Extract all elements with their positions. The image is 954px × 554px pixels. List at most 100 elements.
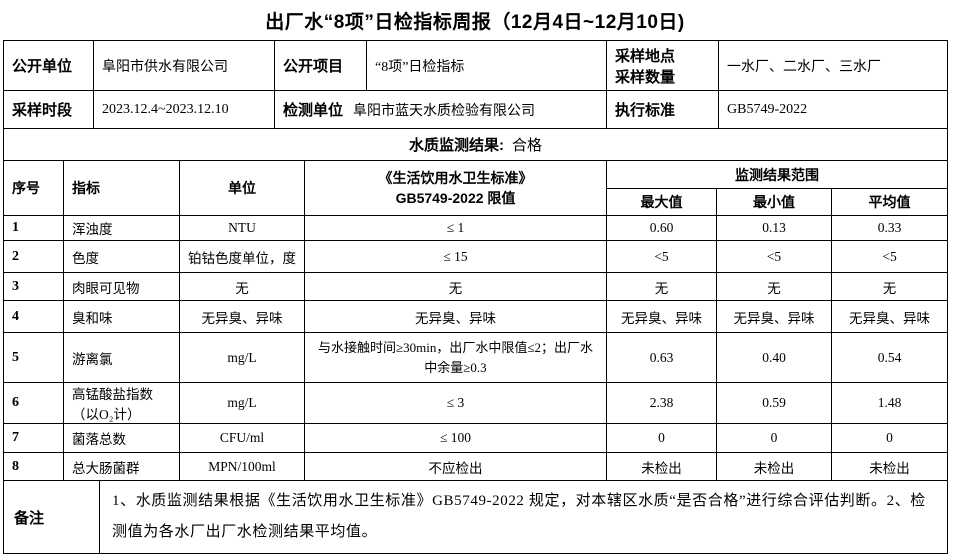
testing-unit-cell: 检测单位 阜阳市蓝天水质检验有限公司	[274, 90, 607, 129]
table-row: 8 总大肠菌群 MPN/100ml 不应检出 未检出 未检出 未检出	[3, 452, 949, 481]
sampling-count-label: 采样数量	[615, 68, 676, 86]
row-indicator: 总大肠菌群	[63, 452, 180, 481]
testing-unit-label: 检测单位	[283, 102, 344, 119]
row-max: <5	[606, 240, 717, 273]
row-limit: ≤ 3	[304, 382, 607, 424]
public-item-value: “8项”日检指标	[366, 40, 607, 91]
row-min: 无	[716, 272, 832, 301]
col-header-min: 最小值	[716, 188, 832, 216]
row-min: 0.40	[716, 332, 832, 383]
sampling-site-qty-label: 采样地点 采样数量	[606, 40, 719, 91]
sampling-site-label: 采样地点	[615, 47, 676, 65]
col-header-avg: 平均值	[830, 188, 949, 216]
col-header-unit: 单位	[179, 160, 305, 216]
sampling-period-label: 采样时段	[3, 90, 94, 129]
sampling-site-value: 一水厂、二水厂、三水厂	[718, 40, 948, 91]
limit-header-line1: 《生活饮用水卫生标准》	[378, 170, 533, 186]
row-unit: mg/L	[179, 332, 305, 383]
public-unit-label: 公开单位	[3, 40, 94, 91]
row-avg: <5	[830, 240, 949, 273]
row-min: 0.59	[716, 382, 832, 424]
result-row: 水质监测结果: 合格	[3, 128, 948, 161]
row-indicator: 臭和味	[63, 300, 180, 333]
row-no: 8	[3, 452, 64, 481]
row-min: 无异臭、异味	[716, 300, 832, 333]
col-header-max: 最大值	[606, 188, 717, 216]
row-min: <5	[716, 240, 832, 273]
row-indicator: 肉眼可见物	[63, 272, 180, 301]
remarks-text: 1、水质监测结果根据《生活饮用水卫生标准》GB5749-2022 规定，对本辖区…	[99, 480, 948, 554]
table-row: 5 游离氯 mg/L 与水接触时间≥30min，出厂水中限值≤2；出厂水中余量≥…	[3, 332, 949, 383]
row-max: 0.63	[606, 332, 717, 383]
row-avg: 无异臭、异味	[830, 300, 949, 333]
table-row: 4 臭和味 无异臭、异味 无异臭、异味 无异臭、异味 无异臭、异味 无异臭、异味	[3, 300, 949, 333]
testing-unit-value: 阜阳市蓝天水质检验有限公司	[353, 104, 536, 119]
limit-header-line2: GB5749-2022 限值	[395, 190, 516, 206]
indicator-table-subheader: 最大值 最小值 平均值	[4, 188, 949, 216]
table-row: 3 肉眼可见物 无 无 无 无 无	[3, 272, 949, 301]
row-indicator: 游离氯	[63, 332, 180, 383]
row-unit: NTU	[179, 215, 305, 241]
row-no: 1	[3, 215, 64, 241]
row-no: 3	[3, 272, 64, 301]
row-max: 未检出	[606, 452, 717, 481]
row-avg: 未检出	[830, 452, 949, 481]
row-limit: 与水接触时间≥30min，出厂水中限值≤2；出厂水中余量≥0.3	[304, 332, 607, 383]
info-row-1: 公开单位 阜阳市供水有限公司 公开项目 “8项”日检指标 采样地点 采样数量 一…	[3, 40, 948, 91]
row-avg: 无	[830, 272, 949, 301]
indicator-table-header: 序号 指标 单位 《生活饮用水卫生标准》 GB5749-2022 限值 监测结果…	[3, 160, 949, 216]
row-max: 无	[606, 272, 717, 301]
row-avg: 0.54	[830, 332, 949, 383]
row-limit: ≤ 15	[304, 240, 607, 273]
row-no: 2	[3, 240, 64, 273]
row-indicator: 浑浊度	[63, 215, 180, 241]
row-no: 7	[3, 423, 64, 453]
row-unit: CFU/ml	[179, 423, 305, 453]
row-max: 无异臭、异味	[606, 300, 717, 333]
row-no: 5	[3, 332, 64, 383]
row-limit: 不应检出	[304, 452, 607, 481]
row-unit: mg/L	[179, 382, 305, 424]
table-row: 6 高锰酸盐指数（以O₂计） mg/L ≤ 3 2.38 0.59 1.48	[3, 382, 949, 424]
col-header-result-range: 监测结果范围	[605, 160, 949, 189]
standard-label: 执行标准	[606, 90, 719, 129]
water-quality-result-cell: 水质监测结果: 合格	[3, 128, 948, 161]
row-unit: 铂钴色度单位，度	[179, 240, 305, 273]
row-indicator: 色度	[63, 240, 180, 273]
row-indicator: 高锰酸盐指数（以O₂计）	[63, 382, 180, 424]
col-header-limit: 《生活饮用水卫生标准》 GB5749-2022 限值	[304, 160, 607, 216]
row-min: 未检出	[716, 452, 832, 481]
table-row: 7 菌落总数 CFU/ml ≤ 100 0 0 0	[3, 423, 949, 453]
table-row: 2 色度 铂钴色度单位，度 ≤ 15 <5 <5 <5	[3, 240, 949, 273]
row-max: 0	[606, 423, 717, 453]
report-title: 出厂水“8项”日检指标周报（12月4日~12月10日)	[265, 11, 685, 33]
row-no: 6	[3, 382, 64, 424]
indicator-table: 序号 指标 单位 《生活饮用水卫生标准》 GB5749-2022 限值 监测结果…	[3, 160, 949, 481]
sampling-period-value: 2023.12.4~2023.12.10	[93, 90, 275, 129]
row-limit: ≤ 100	[304, 423, 607, 453]
remarks-row: 备注 1、水质监测结果根据《生活饮用水卫生标准》GB5749-2022 规定，对…	[3, 480, 948, 554]
row-max: 0.60	[606, 215, 717, 241]
row-limit: ≤ 1	[304, 215, 607, 241]
row-max: 2.38	[606, 382, 717, 424]
row-min: 0.13	[716, 215, 832, 241]
standard-value: GB5749-2022	[718, 90, 948, 129]
row-limit: 无异臭、异味	[304, 300, 607, 333]
row-min: 0	[716, 423, 832, 453]
row-unit: 无异臭、异味	[179, 300, 305, 333]
info-row-2: 采样时段 2023.12.4~2023.12.10 检测单位 阜阳市蓝天水质检验有…	[3, 90, 948, 129]
row-unit: 无	[179, 272, 305, 301]
row-avg: 0	[830, 423, 949, 453]
col-header-indicator: 指标	[63, 160, 180, 216]
public-item-label: 公开项目	[274, 40, 367, 91]
row-limit: 无	[304, 272, 607, 301]
row-avg: 0.33	[830, 215, 949, 241]
remarks-label: 备注	[3, 480, 100, 554]
row-indicator: 菌落总数	[63, 423, 180, 453]
row-no: 4	[3, 300, 64, 333]
info-table: 公开单位 阜阳市供水有限公司 公开项目 “8项”日检指标 采样地点 采样数量 一…	[3, 40, 948, 161]
remarks-table: 备注 1、水质监测结果根据《生活饮用水卫生标准》GB5749-2022 规定，对…	[3, 480, 948, 554]
result-label: 水质监测结果:	[408, 137, 504, 154]
public-unit-value: 阜阳市供水有限公司	[93, 40, 275, 91]
